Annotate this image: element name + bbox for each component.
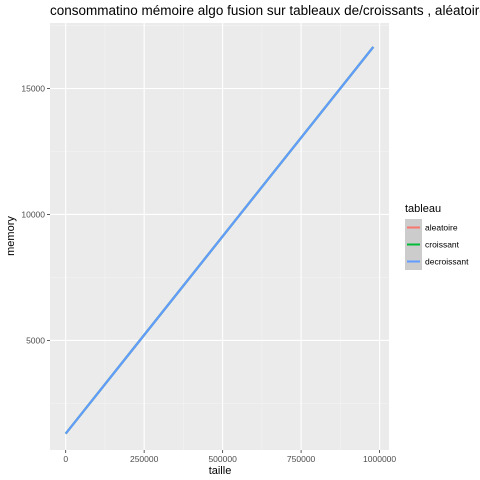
legend-label-aleatoire: aleatoire bbox=[425, 223, 458, 233]
x-tick-label: 1000000 bbox=[363, 454, 396, 464]
series-line-decroissant bbox=[64, 46, 375, 435]
x-axis-label: taille bbox=[209, 465, 232, 477]
y-tick-label: 10000 bbox=[21, 209, 45, 219]
grid-major bbox=[50, 23, 389, 450]
y-axis-label: memory bbox=[5, 216, 17, 256]
x-tick-label: 750000 bbox=[287, 454, 316, 464]
y-tick-label: 5000 bbox=[26, 335, 45, 345]
x-axis: 0 250000 500000 750000 1000000 bbox=[63, 450, 396, 464]
legend-label-croissant: croissant bbox=[425, 240, 460, 250]
legend-keys: aleatoire croissant decroissant bbox=[405, 219, 469, 270]
x-tick-label: 250000 bbox=[130, 454, 159, 464]
legend-label-decroissant: decroissant bbox=[425, 257, 469, 267]
y-tick-label: 15000 bbox=[21, 83, 45, 93]
chart-title: consommatino mémoire algo fusion sur tab… bbox=[50, 3, 480, 18]
legend-title: tableau bbox=[405, 203, 441, 215]
series-lines bbox=[64, 46, 375, 435]
x-tick-label: 0 bbox=[63, 454, 68, 464]
grid-minor bbox=[50, 23, 389, 450]
plot-panel bbox=[50, 23, 389, 450]
x-tick-label: 500000 bbox=[208, 454, 237, 464]
legend: tableau aleatoire croissant decroissant bbox=[405, 203, 469, 270]
y-axis: 5000 10000 15000 bbox=[21, 83, 50, 345]
